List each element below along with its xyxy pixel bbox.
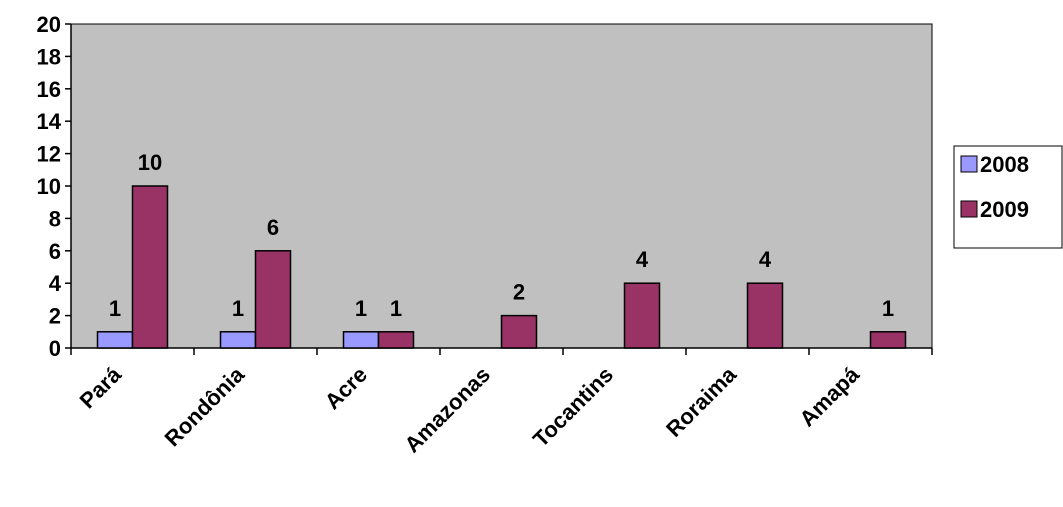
y-tick-label: 18: [37, 44, 61, 69]
data-label: 1: [232, 296, 244, 321]
category-label: Rondônia: [160, 361, 250, 451]
legend-swatch-2008: [960, 155, 978, 173]
y-axis: 0 2 4 6 8 10 12 14 16 18 20: [37, 12, 72, 361]
bar-2009: [254, 250, 292, 349]
data-label: 1: [109, 296, 121, 321]
legend: 2008 2009: [953, 145, 1063, 249]
y-tick-label: 10: [37, 174, 61, 199]
category-label: Pará: [75, 361, 127, 413]
y-tick-label: 4: [49, 271, 62, 296]
bar-2008: [342, 331, 380, 349]
bar-2008: [219, 331, 257, 349]
data-label: 4: [759, 247, 772, 272]
legend-label-2008: 2008: [980, 152, 1029, 177]
bar-2008: [96, 331, 134, 349]
bar-2009: [623, 282, 661, 349]
bar-2009: [869, 331, 907, 349]
y-tick-label: 2: [49, 304, 61, 329]
category-label: Amazonas: [400, 362, 495, 457]
y-tick-label: 8: [49, 206, 61, 231]
y-tick-label: 16: [37, 77, 61, 102]
x-axis: Pará Rondônia Acre Amazonas Tocantins Roraima…: [70, 347, 933, 457]
legend-label-2009: 2009: [980, 197, 1029, 222]
bar-2009: [377, 331, 415, 349]
y-tick-label: 6: [49, 239, 61, 264]
data-label: 2: [513, 280, 525, 305]
bars: [96, 185, 907, 349]
y-tick-label: 12: [37, 142, 61, 167]
category-label: Roraima: [661, 361, 741, 441]
bar-2009: [500, 314, 538, 349]
data-label: 1: [882, 296, 894, 321]
data-label: 10: [138, 150, 162, 175]
category-label: Tocantins: [528, 362, 618, 452]
category-label: Amapá: [794, 361, 864, 431]
data-label: 6: [267, 215, 279, 240]
y-tick-label: 20: [37, 12, 61, 37]
bar-2009: [131, 185, 169, 349]
category-label: Acre: [320, 362, 372, 414]
data-label: 4: [636, 247, 649, 272]
plot-area: [70, 23, 933, 349]
y-tick-label: 14: [37, 109, 62, 134]
data-label: 1: [390, 296, 402, 321]
bar-2009: [746, 282, 784, 349]
data-label: 1: [355, 296, 367, 321]
legend-swatch-2009: [960, 200, 978, 218]
y-tick-label: 0: [49, 336, 61, 361]
